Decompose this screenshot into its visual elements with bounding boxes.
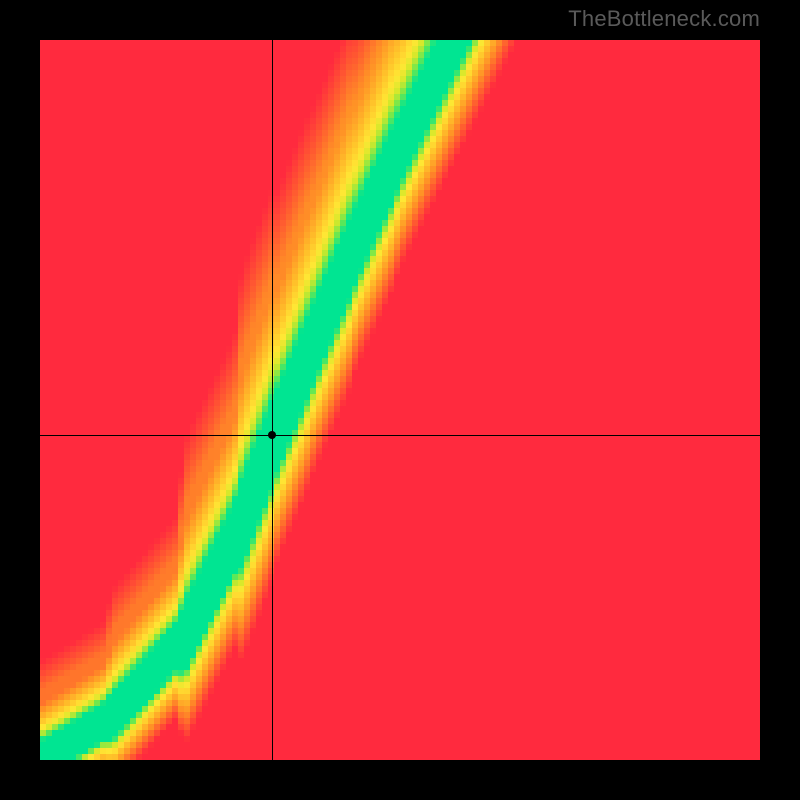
crosshair-marker — [268, 431, 276, 439]
crosshair-horizontal — [40, 435, 760, 436]
heatmap-canvas — [40, 40, 760, 760]
crosshair-vertical — [272, 40, 273, 760]
watermark-text: TheBottleneck.com — [568, 6, 760, 32]
plot-area — [40, 40, 760, 760]
